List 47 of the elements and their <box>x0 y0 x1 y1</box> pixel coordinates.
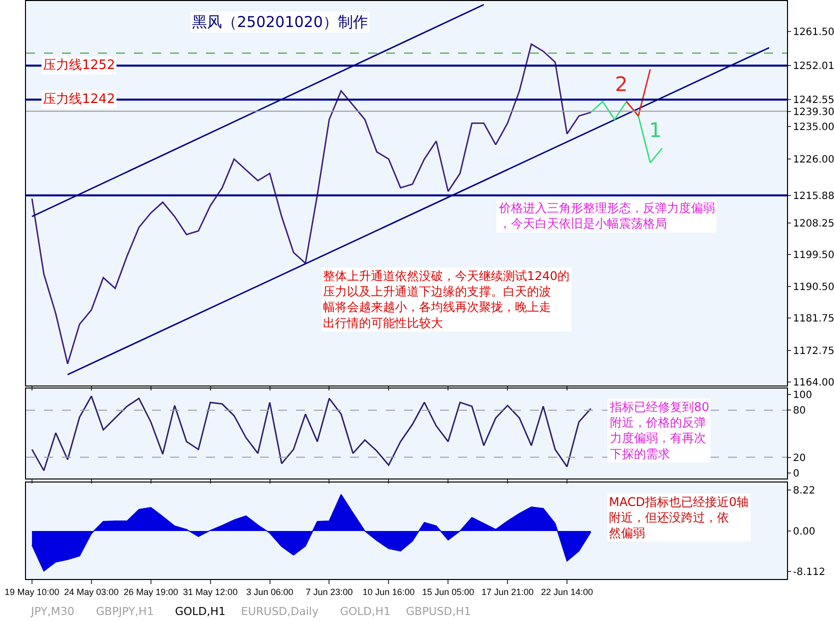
ref-line-label: 压力线1242 <box>43 92 116 107</box>
line-series <box>31 395 592 472</box>
text: EURUSD,Daily <box>241 605 319 618</box>
text: GBPUSD,H1 <box>406 605 471 618</box>
annotation: 1 <box>649 118 662 142</box>
y-tick-label: 1252.01 <box>793 61 834 72</box>
y-tick-label: 1199.50 <box>793 250 834 261</box>
text: GOLD,H1 <box>340 605 391 618</box>
y-tick-label: 1164.00 <box>793 377 834 388</box>
text: JPY,M30 <box>30 605 74 618</box>
ref-line-label: 压力线1252 <box>43 58 116 73</box>
x-tick-label: 19 May 10:00 <box>4 586 60 597</box>
y-tick-label: 0 <box>793 468 800 480</box>
y-tick-label: 1239.30 <box>793 106 834 118</box>
annotation: 2 <box>615 72 628 96</box>
x-tick-label: 24 May 03:00 <box>64 586 119 597</box>
annotation: 指标已经修复到80附近，价格的反弹力度偏弱，有再次下探的需求 <box>609 400 710 461</box>
y-tick-label: 1215.88 <box>793 190 834 202</box>
text: 黑风（250201020）制作 <box>192 13 368 31</box>
x-tick-label: 17 Jun 21:00 <box>482 586 534 597</box>
y-tick-label: 1226.00 <box>793 154 834 166</box>
x-tick-label: 22 Jun 14:00 <box>540 586 594 597</box>
y-tick-label: -8.112 <box>793 567 826 578</box>
y-tick-label: 1181.75 <box>793 314 834 325</box>
x-tick-label: 7 Jun 23:00 <box>306 586 353 597</box>
annotation: 整体上升通道依然没破，今天继续测试1240的压力以及上升通道下边缘的支撑。白天的波幅将会越来越小，各均线再次聚拢，晚上走出行情的可能性比较大 <box>323 269 570 330</box>
y-tick-label: 1242.55 <box>793 95 834 106</box>
y-tick-label: 0.00 <box>793 526 816 538</box>
y-tick-label: 1172.75 <box>793 346 834 357</box>
line-series <box>590 100 663 164</box>
x-tick-label: 10 Jun 16:00 <box>362 586 415 597</box>
x-tick-label: 15 Jun 05:00 <box>422 586 474 597</box>
y-tick-label: 20 <box>793 452 806 464</box>
annotation: 价格进入三角形整理形态，反弹力度偏弱，今天白天依旧是小幅震荡格局 <box>498 201 715 231</box>
y-tick-label: 1190.50 <box>793 282 834 294</box>
text: GBPJPY,H1 <box>96 605 154 618</box>
x-tick-label: 26 May 19:00 <box>124 586 178 597</box>
y-tick-label: 1261.50 <box>793 27 834 38</box>
y-tick-label: 1235.00 <box>793 122 834 134</box>
x-tick-label: 31 May 12:00 <box>183 586 238 597</box>
y-tick-label: 100 <box>793 390 812 402</box>
y-tick-label: 80 <box>793 406 806 417</box>
y-tick-label: 1208.25 <box>793 218 834 230</box>
text: GOLD,H1 <box>175 605 226 618</box>
y-tick-label: 8.22 <box>793 485 816 496</box>
x-tick-label: 3 Jun 06:00 <box>246 586 294 597</box>
annotation: MACD指标也已经接近0轴附近，但还没跨过，依然偏弱 <box>609 495 749 540</box>
